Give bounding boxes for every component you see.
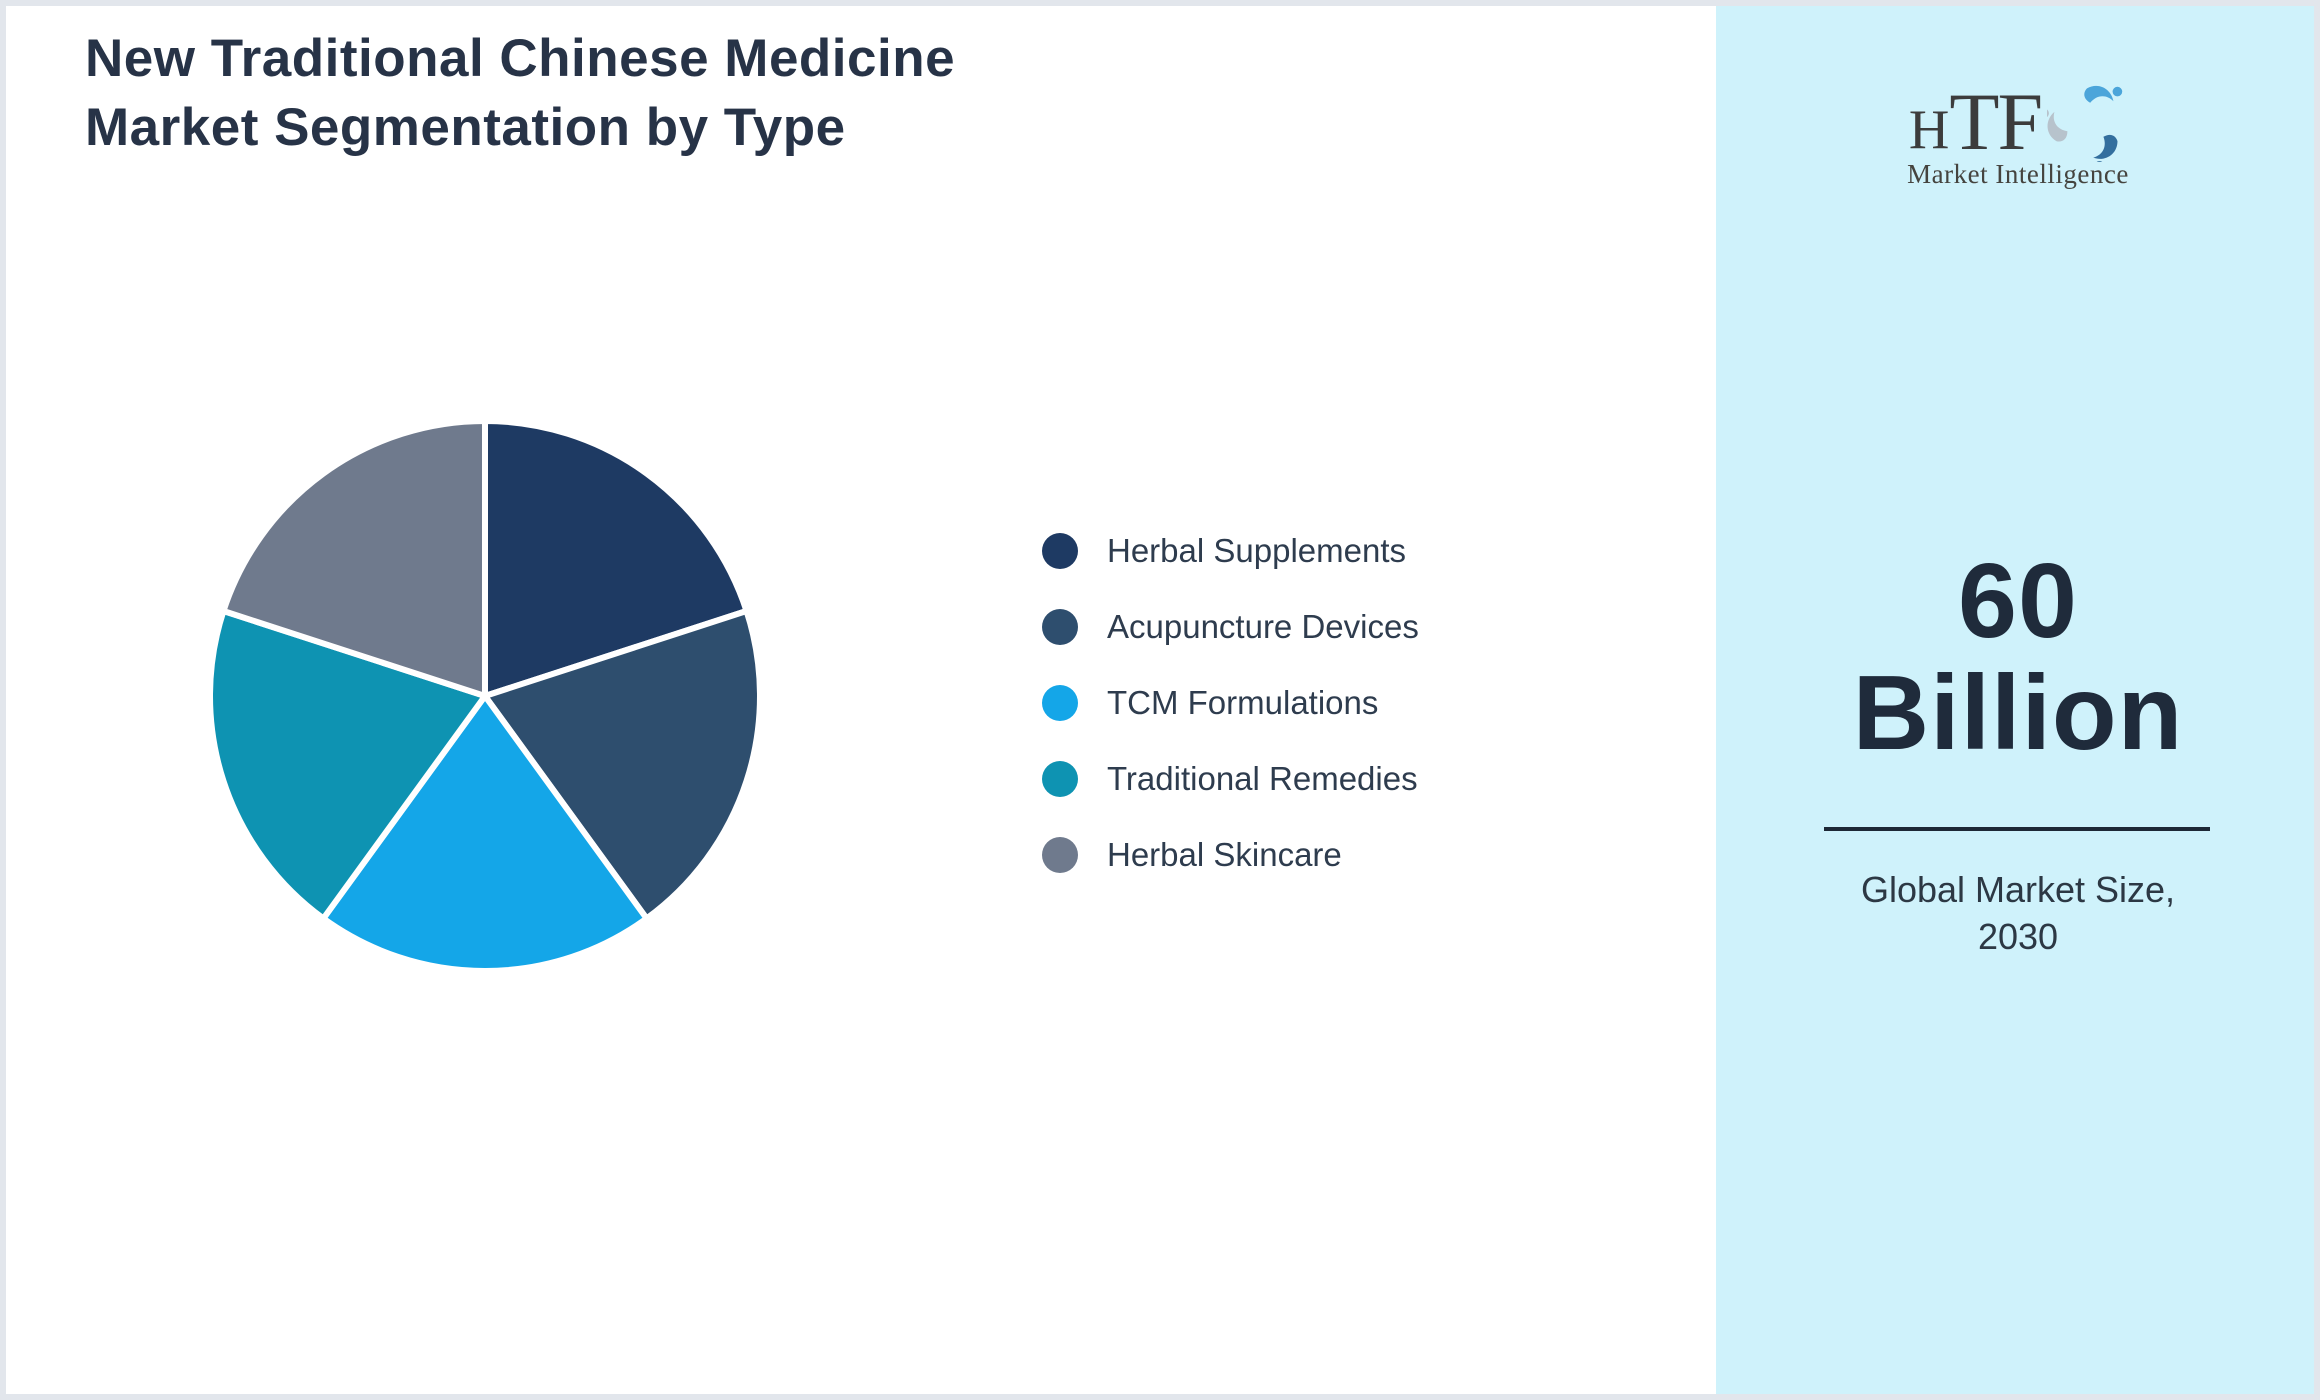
legend-swatch-icon — [1042, 685, 1078, 721]
market-size-figure: 60 Billion — [1716, 545, 2320, 769]
legend-label: Herbal Supplements — [1107, 532, 1406, 569]
legend-label: Acupuncture Devices — [1107, 608, 1419, 645]
brand-letter-h: H — [1908, 98, 1950, 161]
pie-chart — [207, 418, 763, 974]
swirl-figure-left — [2047, 108, 2068, 142]
brand-wordmark: H TF — [1908, 75, 2127, 167]
pie-slice — [220, 418, 488, 699]
brand-letters-tf: TF — [1949, 75, 2043, 167]
legend-label: Herbal Skincare — [1107, 836, 1342, 873]
market-size-caption: Global Market Size, 2030 — [1716, 866, 2320, 960]
legend-label: Traditional Remedies — [1107, 760, 1418, 797]
brand-logo: H TF Market Intelligence — [1716, 75, 2320, 190]
legend-item: Acupuncture Devices — [1042, 608, 1419, 645]
swirl-figure-bottom-right — [2093, 134, 2118, 162]
caption-line-2: 2030 — [1977, 916, 2059, 957]
market-size-unit: Billion — [1852, 654, 2184, 772]
pie-slice — [320, 693, 650, 974]
pie-slice — [207, 608, 488, 922]
legend-swatch-icon — [1042, 609, 1078, 645]
pie-slice — [482, 608, 763, 922]
legend-swatch-icon — [1042, 837, 1078, 873]
swirl-figure-top — [2084, 85, 2123, 103]
legend-swatch-icon — [1042, 761, 1078, 797]
panel-divider — [1824, 827, 2210, 831]
brand-tagline: Market Intelligence — [1907, 158, 2129, 189]
market-size-value: 60 — [1958, 542, 2078, 660]
legend-label: TCM Formulations — [1107, 684, 1379, 721]
htf-swirl-logo-icon — [2047, 85, 2123, 162]
chart-legend: Herbal Supplements Acupuncture Devices T… — [1042, 532, 1419, 913]
legend-item: Herbal Skincare — [1042, 836, 1419, 873]
market-size-panel: H TF Market Intelligence — [1716, 0, 2320, 1400]
legend-item: Traditional Remedies — [1042, 760, 1419, 797]
pie-slice — [482, 418, 750, 699]
legend-item: TCM Formulations — [1042, 684, 1419, 721]
caption-line-1: Global Market Size, — [1860, 869, 2176, 910]
page-title: New Traditional Chinese Medicine Market … — [85, 29, 956, 157]
legend-swatch-icon — [1042, 533, 1078, 569]
legend-item: Herbal Supplements — [1042, 532, 1419, 569]
